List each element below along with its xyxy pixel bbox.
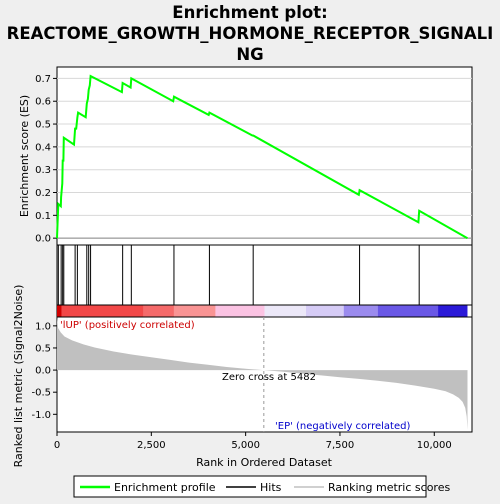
legend-ranking-label: Ranking metric scores	[328, 481, 450, 494]
legend: Enrichment profile Hits Ranking metric s…	[73, 475, 450, 498]
ranked-list-y-ticks: 1.0 0.5 0.0 -0.5 -1.0	[31, 321, 57, 421]
es-y-tick-label: 0.6	[35, 97, 51, 108]
x-tick-label: 7,500	[326, 440, 355, 451]
x-axis-label: Rank in Ordered Dataset	[196, 456, 333, 469]
zero-cross-label: Zero cross at 5482	[222, 372, 316, 383]
chart-title-line-3: NG	[236, 45, 263, 64]
chart-title-line-1: Enrichment plot:	[172, 3, 327, 22]
color-bar-segment	[377, 305, 439, 317]
enrichment-gridlines	[57, 77, 472, 239]
color-bar-segment	[215, 305, 265, 317]
color-bar-segment	[438, 305, 468, 317]
enrichment-profile-line	[56, 74, 468, 240]
chart-title-line-2: REACTOME_GROWTH_HORMONE_RECEPTOR_SIGNALI	[7, 24, 494, 43]
ranking-color-bar	[57, 304, 472, 317]
x-axis-ticks: 0 2,500 5,000 7,500 10,000	[54, 432, 452, 451]
color-bar-segment	[143, 305, 174, 317]
hit-markers	[57, 245, 420, 305]
color-bar-segment	[306, 305, 344, 317]
enrichment-panel: 0.0 0.1 0.2 0.3 0.4 0.5 0.6 0.7 Enrichment scor…	[18, 66, 473, 246]
es-y-tick-label: 0.1	[35, 211, 51, 222]
color-bar-segment	[173, 305, 216, 317]
es-y-tick-label: 0.7	[35, 74, 51, 85]
rank-y-tick-label: -0.5	[31, 388, 51, 399]
rank-y-tick-label: 0.0	[35, 366, 51, 377]
enrichment-y-ticks: 0.0 0.1 0.2 0.3 0.4 0.5 0.6 0.7	[35, 74, 57, 245]
es-y-tick-label: 0.5	[35, 120, 51, 131]
es-y-tick-label: 0.4	[35, 142, 51, 153]
color-bar-segment	[343, 305, 378, 317]
x-tick-label: 0	[54, 440, 60, 451]
ranked-list-y-axis-label: Ranked list metric (Signal2Noise)	[12, 285, 25, 468]
rank-y-tick-label: -1.0	[31, 410, 51, 421]
hits-panel	[56, 244, 473, 318]
legend-hits-label: Hits	[260, 481, 282, 494]
negative-correlation-label: 'EP' (negatively correlated)	[275, 421, 410, 432]
color-bar-segment	[61, 305, 144, 317]
es-y-tick-label: 0.2	[35, 188, 51, 199]
enrichment-y-axis-label: Enrichment score (ES)	[18, 95, 31, 217]
rank-y-tick-label: 0.5	[35, 343, 51, 354]
rank-y-tick-label: 1.0	[35, 321, 51, 332]
es-y-tick-label: 0.3	[35, 165, 51, 176]
ranked-list-panel: 1.0 0.5 0.0 -0.5 -1.0 'lUP' (positively corr…	[12, 285, 473, 468]
legend-enrichment-label: Enrichment profile	[114, 481, 216, 494]
color-bar-segment	[264, 305, 306, 317]
x-tick-label: 10,000	[417, 440, 452, 451]
color-bar-segment	[57, 305, 62, 317]
x-tick-label: 5,000	[231, 440, 260, 451]
ranking-metric-area	[57, 317, 468, 430]
es-y-tick-label: 0.0	[35, 234, 51, 245]
x-tick-label: 2,500	[137, 440, 166, 451]
positive-correlation-label: 'lUP' (positively correlated)	[60, 320, 195, 331]
